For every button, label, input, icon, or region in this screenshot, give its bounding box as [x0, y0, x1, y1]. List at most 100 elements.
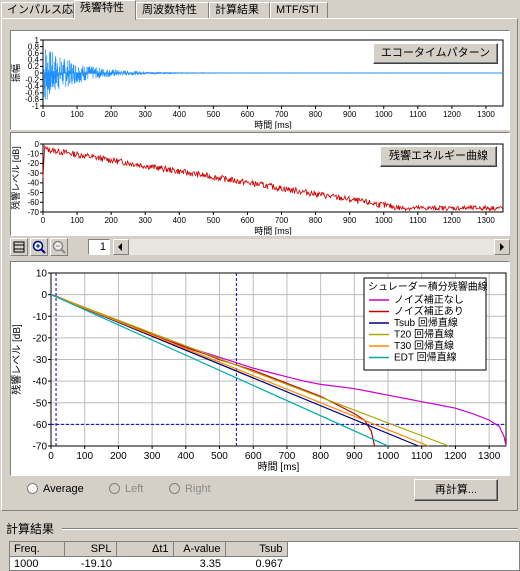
x-tick-label: 300 [139, 110, 153, 119]
energy-curve-button[interactable]: 残響エネルギー曲線 [380, 146, 497, 167]
table-row[interactable]: 1000 -19.10 3.35 0.967 [10, 556, 287, 571]
energy-y-axis-label: 残響レベル [dB] [11, 146, 21, 210]
tab-mtf-sti[interactable]: MTF/STI [270, 2, 328, 18]
x-tick-label: 200 [110, 451, 127, 462]
legend-box [363, 277, 487, 371]
y-tick-label: 0 [35, 140, 40, 149]
plot-frame [50, 272, 507, 447]
col-spl[interactable]: SPL [64, 542, 117, 557]
y-tick-label: -1 [32, 102, 40, 111]
series-line-3 [50, 294, 419, 447]
cell-freq: 1000 [14, 557, 39, 570]
col-a-value[interactable]: A-value [173, 542, 226, 557]
y-tick-label: 0.4 [28, 56, 40, 65]
scroll-left-button[interactable] [113, 239, 129, 255]
x-tick-label: 200 [104, 216, 118, 225]
schroeder-chart: 0 100 200 300 400 500 600 700 800 900 1000 1100 1200… [10, 269, 507, 473]
tab-label: 周波数特性 [142, 4, 197, 16]
results-section-title: 計算結果 [6, 522, 55, 536]
x-tick-label: 1200 [443, 110, 461, 119]
tab-bar: インパルス応答 残響特性 周波数特性 計算結果 MTF/STI [0, 0, 520, 20]
y-tick-label: -20 [33, 333, 48, 344]
x-tick-label: 300 [144, 451, 161, 462]
x-tick-label: 1100 [409, 216, 427, 225]
tab-reverberation[interactable]: 残響特性 [74, 0, 136, 20]
main-y-axis-label: 残響レベル [dB] [11, 324, 23, 395]
y-tick-label: -0.6 [25, 89, 39, 98]
radio-left[interactable]: Left [109, 482, 143, 496]
x-tick-label: 0 [41, 110, 46, 119]
legend-entry: ノイズ補正なし [394, 293, 464, 306]
y-tick-label: -0.4 [25, 82, 39, 91]
cell-dt1 [116, 556, 173, 571]
col-tsub[interactable]: Tsub [225, 542, 288, 557]
echo-pattern-button[interactable]: エコータイムパターン [373, 43, 498, 64]
energy-chart: 0 100 200 300 400 500 600 700 800 900 1000 1100 1200… [10, 140, 504, 236]
y-tick-label: 1 [35, 36, 40, 45]
chart-toolbar: 1 [10, 237, 510, 257]
results-table-panel: Freq. SPL Δt1 A-value Tsub 1000 -19.10 3… [9, 541, 520, 571]
energy-chart-panel: 0 100 200 300 400 500 600 700 800 900 1000 1100 1200… [10, 132, 510, 236]
energy-x-axis-label: 時間 [ms] [254, 226, 292, 235]
x-tick-label: 0 [48, 451, 54, 462]
x-tick-label: 1100 [411, 451, 433, 462]
legend-title: シュレーダー積分残響曲線 [368, 280, 488, 293]
echo-waveform [43, 49, 504, 100]
x-tick-label: 1200 [443, 216, 461, 225]
cell-spl: -19.10 [80, 557, 112, 570]
horizontal-scrollbar[interactable] [113, 239, 510, 255]
y-tick-label: 0.8 [28, 42, 40, 51]
col-freq[interactable]: Freq. [10, 542, 65, 557]
tab-panel [1, 18, 518, 511]
y-tick-label: -50 [33, 398, 48, 409]
radio-left-label: Left [125, 483, 144, 495]
tab-label: 残響特性 [80, 2, 124, 14]
section-divider [62, 528, 518, 530]
x-tick-label: 100 [76, 451, 93, 462]
x-tick-label: 600 [245, 451, 262, 462]
page-number-value: 1 [99, 241, 106, 253]
recalculate-button[interactable]: 再計算... [414, 479, 498, 501]
x-tick-label: 1300 [477, 216, 495, 225]
col-dt1[interactable]: Δt1 [116, 542, 174, 557]
zoom-in-icon [32, 240, 46, 254]
radio-dot [27, 483, 38, 494]
tab-frequency[interactable]: 周波数特性 [136, 2, 209, 18]
radio-right-label: Right [185, 483, 211, 495]
results-table: Freq. SPL Δt1 A-value Tsub 1000 -19.10 3… [10, 542, 288, 571]
y-tick-label: -70 [33, 442, 48, 453]
x-tick-label: 1200 [444, 451, 467, 462]
zoom-out-button[interactable] [50, 238, 68, 256]
y-tick-label: 0 [35, 69, 40, 78]
scroll-right-button[interactable] [494, 239, 510, 255]
zoom-in-button[interactable] [30, 238, 48, 256]
y-tick-label: -30 [27, 169, 39, 178]
y-tick-label: -60 [27, 198, 39, 207]
page-number-field[interactable]: 1 [88, 239, 110, 255]
x-tick-label: 1100 [409, 110, 427, 119]
echo-y-axis-label: 振幅 [11, 64, 21, 82]
legend-entry: Tsub 回帰直線 [394, 316, 458, 329]
echo-pattern-label: エコータイムパターン [380, 47, 491, 59]
radio-average-label: Average [43, 483, 84, 495]
x-tick-label: 500 [207, 110, 221, 119]
x-tick-label: 600 [241, 216, 255, 225]
radio-average[interactable]: Average [27, 482, 84, 496]
fit-view-button[interactable] [10, 238, 28, 256]
x-tick-label: 800 [312, 451, 329, 462]
echo-x-axis-label: 時間 [ms] [254, 120, 292, 129]
schroeder-chart-panel: 0 100 200 300 400 500 600 700 800 900 1000 1100 1200… [10, 261, 510, 476]
tab-impulse-response[interactable]: インパルス応答 [1, 2, 84, 18]
legend-entry: EDT 回帰直線 [394, 351, 457, 364]
x-tick-label: 400 [173, 216, 187, 225]
tab-results[interactable]: 計算結果 [209, 2, 270, 18]
x-tick-label: 1000 [377, 451, 400, 462]
series-line-5 [50, 294, 429, 447]
y-tick-label: 0 [41, 290, 47, 301]
x-tick-label: 900 [343, 110, 357, 119]
y-tick-label: -40 [33, 377, 48, 388]
y-tick-label: -30 [33, 355, 48, 366]
y-tick-label: -70 [27, 208, 39, 217]
x-tick-label: 500 [211, 451, 228, 462]
radio-right[interactable]: Right [169, 482, 211, 496]
